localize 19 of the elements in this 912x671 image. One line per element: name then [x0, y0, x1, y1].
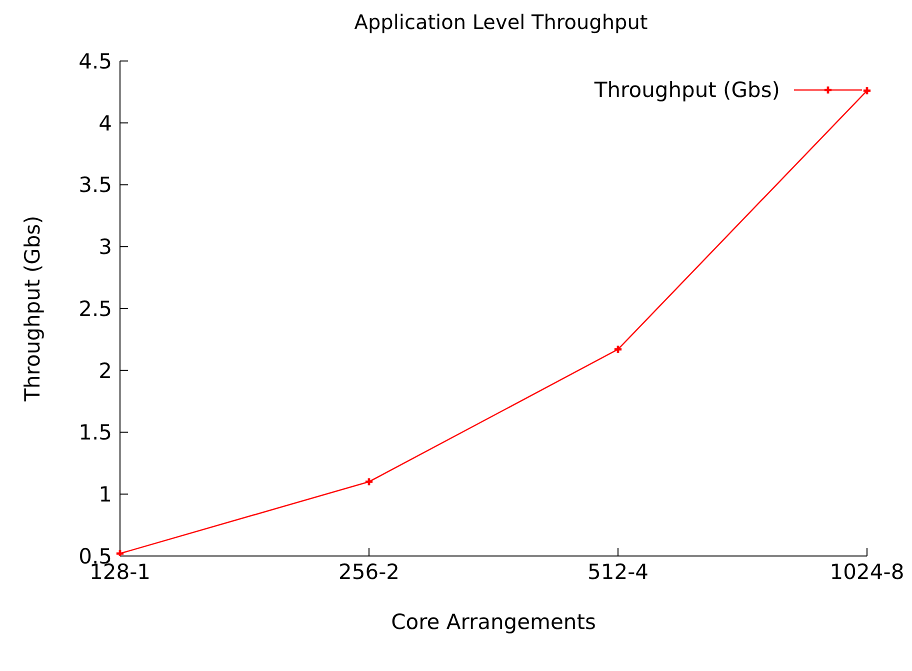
y-tick-label: 1: [98, 482, 112, 507]
y-tick-label: 4: [98, 111, 112, 136]
y-axis-title: Throughput (Gbs): [20, 216, 44, 402]
y-tick-label: 3: [98, 235, 112, 260]
y-tick-label: 2: [98, 358, 112, 383]
x-axis-title: Core Arrangements: [391, 610, 596, 634]
point: [116, 550, 124, 556]
x-tick-label: 1024-8: [830, 560, 904, 584]
y-tick-label: 4.5: [78, 49, 112, 74]
y-tick-label: 2.5: [78, 296, 112, 321]
y-tick-label: 1.5: [78, 420, 112, 445]
chart-title: Application Level Throughput: [353, 10, 649, 34]
x-tick-label: 512-4: [587, 560, 649, 584]
point: [614, 346, 622, 353]
legend-label: Throughput (Gbs): [594, 78, 780, 102]
x-tick-label: 256-2: [338, 560, 400, 584]
point: [863, 87, 871, 94]
y-tick-label: 3.5: [78, 173, 112, 198]
point: [365, 478, 373, 486]
